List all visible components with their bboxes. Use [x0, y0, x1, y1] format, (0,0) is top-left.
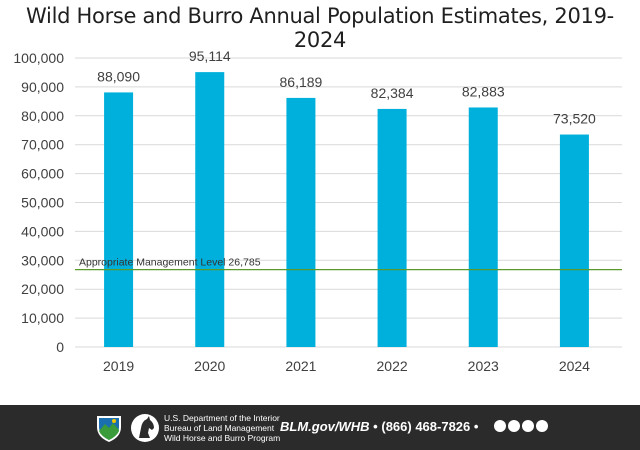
management-level-label: Appropriate Management Level 26,785	[79, 257, 261, 269]
x-tick-label: 2023	[468, 358, 499, 374]
data-label: 73,520	[553, 111, 596, 127]
bar	[559, 134, 589, 347]
twitter-icon[interactable]	[508, 420, 520, 432]
x-tick-label: 2020	[194, 358, 225, 374]
bar	[104, 92, 134, 348]
y-tick-label: 30,000	[21, 252, 64, 268]
contact-line: BLM.gov/WHB • (866) 468-7826 •	[280, 419, 478, 434]
blm-logo-icon	[97, 416, 121, 442]
bar-chart: 0 10,000 20,000 30,000 40,000 50,000 60,000 70,…	[13, 48, 622, 374]
y-tick-label: 10,000	[21, 310, 64, 326]
x-tick-label: 2021	[285, 358, 316, 374]
x-tick-label: 2024	[559, 358, 590, 374]
social-icons	[494, 420, 548, 434]
bar	[468, 107, 498, 347]
agency-line-3: Wild Horse and Burro Program	[164, 433, 281, 443]
y-tick-label: 70,000	[21, 137, 64, 153]
footer-banner: U.S. Department of the Interior Bureau o…	[0, 405, 640, 450]
data-label: 95,114	[189, 48, 231, 64]
y-tick-label: 60,000	[21, 166, 64, 182]
horse-head-icon	[131, 414, 159, 442]
y-tick-label: 100,000	[13, 50, 64, 66]
separator-1: •	[373, 419, 378, 434]
separator-2: •	[473, 419, 479, 434]
y-tick-label: 40,000	[21, 223, 64, 239]
x-tick-label: 2019	[103, 358, 134, 374]
website-link[interactable]: BLM.gov/WHB	[280, 419, 370, 434]
data-label: 88,090	[97, 68, 140, 84]
youtube-icon[interactable]	[536, 420, 548, 432]
data-label: 86,189	[280, 74, 323, 90]
bar	[195, 72, 225, 347]
y-tick-label: 0	[56, 339, 64, 355]
y-tick-label: 50,000	[21, 195, 64, 211]
y-tick-label: 90,000	[21, 79, 64, 95]
agency-line-1: U.S. Department of the Interior	[164, 413, 280, 423]
y-tick-label: 80,000	[21, 108, 64, 124]
chart-title: Wild Horse and Burro Annual Population E…	[26, 4, 614, 52]
bar	[377, 108, 407, 347]
data-label: 82,384	[371, 85, 414, 101]
phone-number[interactable]: (866) 468-7826	[381, 419, 471, 434]
facebook-icon[interactable]	[494, 420, 506, 432]
agency-line-2: Bureau of Land Management	[164, 423, 275, 433]
data-label: 82,883	[462, 83, 505, 99]
x-tick-label: 2022	[377, 358, 408, 374]
y-tick-label: 20,000	[21, 281, 64, 297]
bar	[286, 97, 316, 347]
flickr-icon[interactable]	[522, 420, 534, 432]
agency-text: U.S. Department of the Interior Bureau o…	[164, 413, 280, 443]
